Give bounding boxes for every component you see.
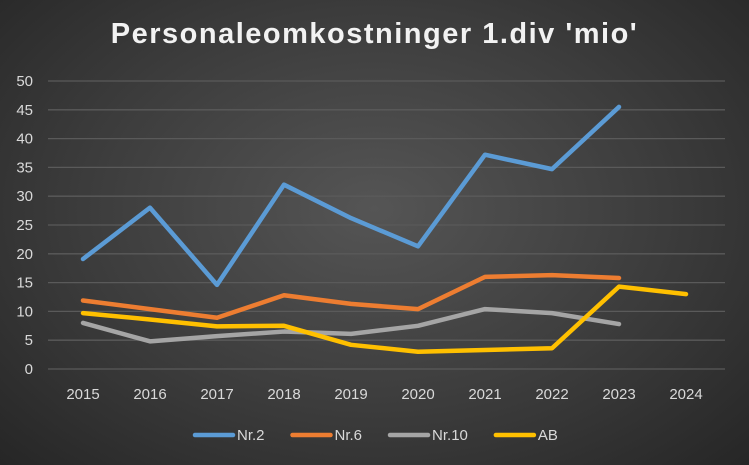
x-tick-label: 2020 — [401, 386, 434, 403]
y-tick-label: 30 — [16, 188, 33, 205]
y-tick-label: 25 — [16, 217, 33, 234]
x-tick-label: 2022 — [535, 386, 568, 403]
legend-label: Nr.6 — [335, 427, 363, 444]
y-tick-label: 15 — [16, 275, 33, 292]
series-line-ab — [80, 284, 689, 354]
y-tick-label: 5 — [25, 332, 33, 349]
x-tick-label: 2019 — [334, 386, 367, 403]
y-tick-label: 35 — [16, 159, 33, 176]
series-line-nr6 — [80, 272, 622, 320]
y-tick-label: 50 — [16, 73, 33, 90]
y-tick-label: 0 — [25, 361, 33, 378]
legend-label: Nr.10 — [432, 427, 468, 444]
x-tick-label: 2021 — [468, 386, 501, 403]
legend-label: Nr.2 — [237, 427, 265, 444]
x-tick-label: 2015 — [66, 386, 99, 403]
series-line-nr10 — [80, 306, 622, 344]
x-tick-label: 2017 — [200, 386, 233, 403]
y-tick-label: 20 — [16, 246, 33, 263]
x-tick-label: 2024 — [669, 386, 702, 403]
legend-label: AB — [538, 427, 558, 444]
x-tick-label: 2018 — [267, 386, 300, 403]
x-tick-label: 2016 — [133, 386, 166, 403]
x-tick-label: 2023 — [602, 386, 635, 403]
y-tick-label: 45 — [16, 102, 33, 119]
chart-title: Personaleomkostninger 1.div 'mio' — [110, 18, 639, 50]
y-tick-label: 10 — [16, 303, 33, 320]
series-line-nr2 — [80, 104, 622, 288]
y-tick-label: 40 — [16, 131, 33, 148]
